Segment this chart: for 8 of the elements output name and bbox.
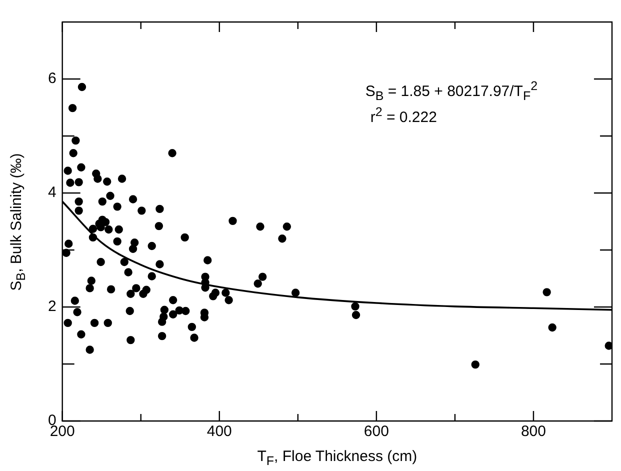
y-tick-label: 2 xyxy=(48,298,56,316)
x-tick-label: 800 xyxy=(520,423,546,440)
x-axis-title: T$_{F}$, Floe Thickness (cm) xyxy=(257,448,418,468)
x-tick-label: 400 xyxy=(206,423,232,440)
y-tick-label: 4 xyxy=(48,184,56,202)
annotation: r$^{2}$ = 0.222 xyxy=(370,105,437,126)
y-tick-label: 6 xyxy=(48,70,56,88)
x-tick-label: 600 xyxy=(364,423,389,440)
